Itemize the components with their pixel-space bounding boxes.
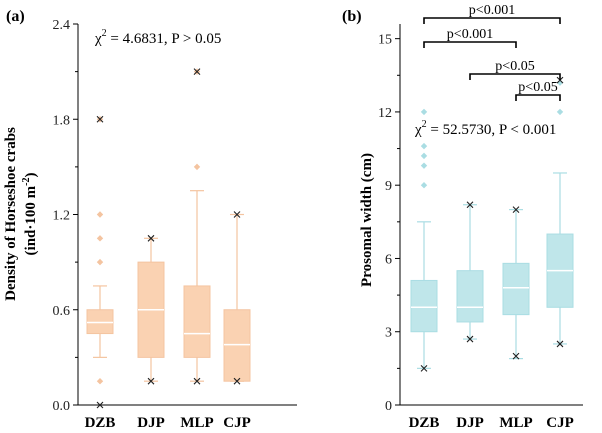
box-iqr [456,270,484,323]
box-djp [456,201,484,343]
significance-bracket [515,94,561,101]
box-djp [137,234,165,385]
y-tick-label: 6 [385,252,392,267]
panel-a-density-chart: (a) 0.0 0.6 1.2 1.8 2.4 Density of Horseshoe c… [3,8,297,431]
extreme-marker [96,115,104,123]
y-axis-label: Density of Horseshoe crabs (ind·100 m-2) [3,127,39,301]
extreme-marker [147,234,155,242]
box-iqr [410,279,438,333]
significance-bracket [423,41,517,48]
significance-label: p<0.05 [518,80,557,95]
extreme-marker [512,352,520,360]
box-iqr [183,285,211,358]
y-tick-label: 1.2 [53,209,71,224]
significance-bracket [423,17,561,24]
y-axis-label: Prosomal width (cm) [359,153,375,287]
extreme-marker [147,377,155,385]
x-category-label: DZB [409,415,440,431]
y-tick-label: 3 [385,326,392,341]
box-iqr [502,262,530,316]
x-category-label: CJP [546,415,574,431]
x-category-label: DZB [85,415,116,431]
x-category-label: DJP [456,415,484,431]
box-iqr [86,309,114,335]
extreme-marker [193,377,201,385]
outlier-point [96,211,104,218]
chi-square-annotation: χ2 = 52.5730, P < 0.001 [414,119,556,138]
significance-label: p<0.001 [447,27,493,42]
box-cjp [546,76,574,348]
extreme-marker [233,211,241,218]
y-tick-label: 12 [378,106,392,121]
significance-label: p<0.001 [469,3,515,18]
extreme-marker [512,206,520,214]
box-mlp [502,206,530,360]
panel-label: (b) [342,8,362,25]
outlier-point [420,152,428,160]
x-category-label: DJP [137,415,165,431]
x-category-label: MLP [499,415,532,431]
extreme-marker [466,335,474,343]
y-tick-label: 0 [385,399,392,414]
chi-square-annotation: χ2 = 4.6831, P > 0.05 [94,28,221,47]
y-tick-label: 1.8 [53,113,71,128]
outlier-point [193,163,201,171]
y-tick-label: 9 [385,179,392,194]
outlier-point [96,377,104,385]
box-iqr [223,309,251,382]
extreme-marker [420,364,428,372]
x-category-label: CJP [223,415,251,431]
significance-label: p<0.05 [495,59,534,74]
extreme-marker [556,76,564,84]
outlier-point [556,108,564,116]
extreme-marker [96,401,104,409]
panel-b-prosomal-width-chart: (b) 0 3 6 9 12 15 Prosomal width (cm) χ2 = 52.57… [342,3,583,431]
outlier-point [420,181,428,189]
outlier-point [420,142,428,150]
box-dzb [410,108,438,372]
box-mlp [183,68,211,385]
extreme-marker [233,377,241,385]
x-category-label: MLP [180,415,213,431]
outlier-point [420,162,428,169]
extreme-marker [466,201,474,209]
panel-label: (a) [6,8,25,25]
y-tick-label: 15 [378,33,392,48]
extreme-marker [193,68,201,76]
outlier-point [420,108,428,116]
box-dzb [86,115,114,409]
extreme-marker [556,340,564,348]
box-cjp [223,211,251,385]
outlier-point [96,258,104,266]
y-tick-label: 2.4 [53,18,71,33]
outlier-point [96,235,104,242]
y-tick-label: 0.6 [53,304,71,319]
y-tick-label: 0.0 [53,399,71,414]
significance-bracket [469,73,561,80]
